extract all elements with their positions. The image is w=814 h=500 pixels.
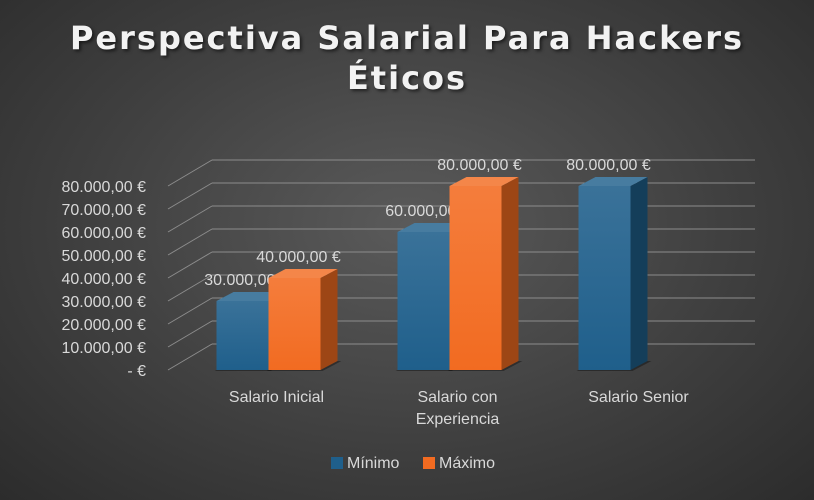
bar-top (449, 177, 519, 186)
legend-label: Máximo (439, 455, 495, 472)
bar-top (578, 177, 648, 186)
bar-top (216, 292, 286, 301)
y-tick-label: 50.000,00 € (61, 248, 146, 265)
chart-title: Perspectiva Salarial Para Hackers Éticos (0, 18, 814, 98)
data-label: 30.000,00 € (204, 272, 289, 289)
x-tick-label: Experiencia (416, 411, 500, 428)
gridline-side (167, 159, 213, 187)
data-label: 80.000,00 € (437, 157, 522, 174)
y-tick-label: 80.000,00 € (61, 179, 146, 196)
bar-side (320, 269, 338, 370)
gridline-side (167, 182, 213, 210)
gridline-side (167, 297, 213, 325)
data-label: 60.000,00 € (385, 203, 470, 220)
gridline-side (167, 274, 213, 302)
y-tick-label: 30.000,00 € (61, 294, 146, 311)
y-tick-label: 70.000,00 € (61, 202, 146, 219)
bar-top (268, 269, 338, 278)
gridline-side (167, 205, 213, 233)
x-tick-label: Salario con (417, 389, 497, 406)
chart-title-line-1: Perspectiva Salarial Para Hackers (69, 19, 745, 57)
y-tick-label: 10.000,00 € (61, 340, 146, 357)
x-tick-label: Salario Inicial (229, 389, 324, 406)
bar (268, 278, 321, 370)
y-tick-label: 20.000,00 € (61, 317, 146, 334)
gridline-side (167, 228, 213, 256)
data-label: 80.000,00 € (566, 157, 651, 174)
y-tick-label: 60.000,00 € (61, 225, 146, 242)
y-tick-label: 40.000,00 € (61, 271, 146, 288)
bar (449, 186, 502, 370)
gridline-side (167, 320, 213, 348)
data-label: 40.000,00 € (256, 249, 341, 266)
x-tick-label: Salario Senior (588, 389, 689, 406)
bar (216, 301, 269, 370)
bar-side (630, 177, 648, 370)
legend-label: Mínimo (347, 455, 400, 472)
bar (578, 186, 631, 370)
bar-side (501, 177, 519, 370)
legend-swatch (331, 457, 343, 469)
bar-top (397, 223, 467, 232)
legend-swatch (423, 457, 435, 469)
y-tick-label: - € (127, 363, 146, 380)
gridline-side (167, 251, 213, 279)
chart-title-line-2: Éticos (346, 59, 468, 97)
gridline-side (167, 343, 213, 371)
bar (397, 232, 450, 370)
